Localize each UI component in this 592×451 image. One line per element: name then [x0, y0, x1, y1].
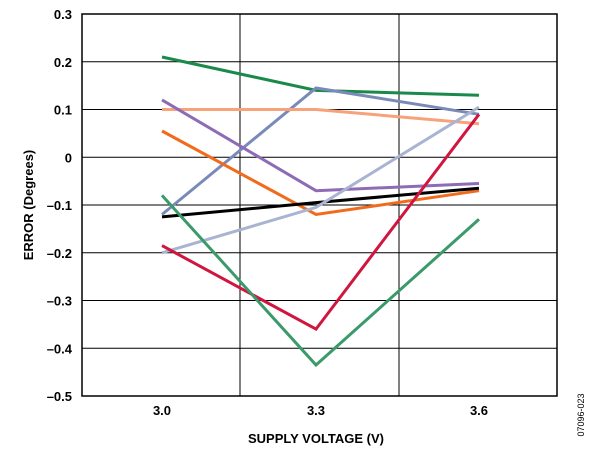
grid [82, 14, 557, 396]
series-line-8 [161, 113, 481, 332]
x-axis-label: SUPPLY VOLTAGE (V) [248, 431, 384, 446]
y-tick-label: –0.3 [47, 294, 72, 309]
series-line-9 [160, 194, 480, 368]
y-tick-labels: 0.3 0.2 0.1 0 –0.1 –0.2 –0.3 –0.4 –0.5 [47, 7, 73, 404]
series-line-2 [161, 86, 480, 216]
series-line-1 [161, 55, 480, 97]
x-tick-labels: 3.0 3.3 3.6 [153, 403, 488, 418]
x-tick-label: 3.3 [307, 403, 325, 418]
y-tick-label: 0 [65, 150, 72, 165]
y-axis-label: ERROR (Degrees) [21, 150, 36, 261]
figure-id: 07096-023 [576, 393, 586, 436]
y-tick-label: –0.4 [47, 341, 73, 356]
y-tick-label: 0.2 [54, 55, 72, 70]
y-tick-label: –0.1 [47, 198, 72, 213]
plot-frame [81, 13, 558, 397]
series-line-5 [161, 129, 480, 217]
x-tick-label: 3.0 [153, 403, 171, 418]
x-tick-label: 3.6 [470, 403, 488, 418]
y-tick-label: 0.1 [54, 103, 72, 118]
series-line-6 [161, 186, 480, 219]
series-layer [160, 55, 481, 368]
y-tick-label: –0.5 [47, 389, 72, 404]
y-tick-label: 0.3 [54, 7, 72, 22]
series-line-7 [161, 105, 480, 255]
y-tick-label: –0.2 [47, 246, 72, 261]
series-line-3 [162, 108, 480, 126]
